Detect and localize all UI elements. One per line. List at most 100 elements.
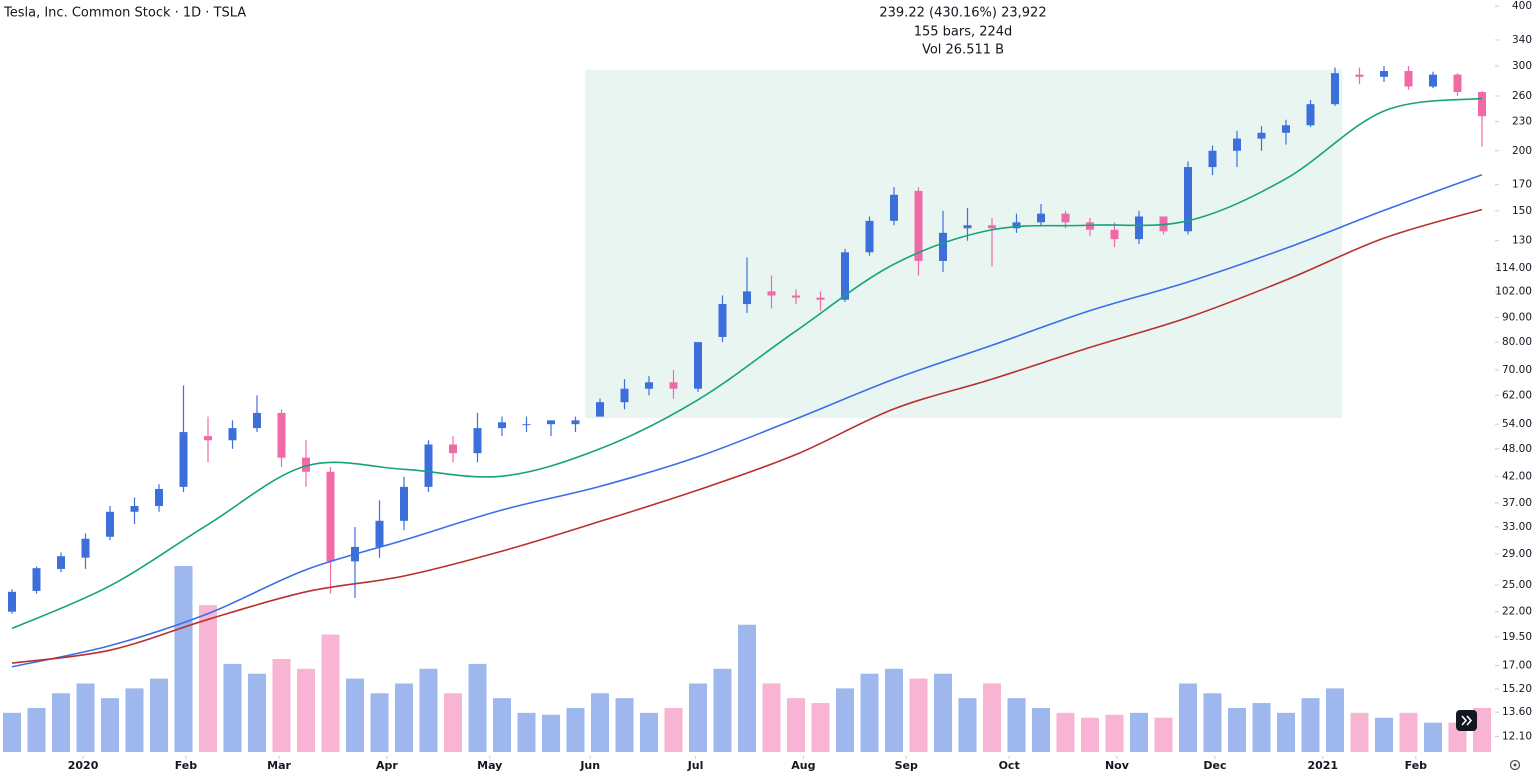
volume-bar	[885, 668, 903, 752]
candle-body	[645, 382, 653, 389]
settings-icon[interactable]	[1509, 759, 1521, 771]
y-tick-label: 230	[1512, 116, 1532, 128]
measure-bars: 155 bars, 224d	[914, 25, 1013, 40]
candle-body	[792, 295, 800, 298]
x-tick-label: Apr	[376, 759, 398, 772]
y-tick-label: 13.60	[1502, 706, 1532, 718]
x-tick-label: 2020	[68, 759, 99, 772]
volume-bar	[1105, 714, 1124, 752]
y-tick-label: 400	[1512, 0, 1532, 12]
volume-bar	[27, 707, 46, 752]
volume-bar	[787, 698, 805, 752]
candle-body	[1257, 132, 1266, 139]
volume-bar	[836, 688, 854, 752]
candle-body	[1061, 213, 1070, 223]
x-tick-label: Jul	[687, 759, 704, 772]
candle-body	[204, 436, 212, 441]
candle-body	[939, 232, 947, 261]
volume-bar	[664, 707, 683, 752]
candle-body	[32, 568, 41, 591]
y-tick-label: 33.00	[1502, 521, 1532, 533]
volume-bar	[517, 712, 536, 752]
volume-bar	[738, 624, 756, 752]
chart-title: Tesla, Inc. Common Stock · 1D · TSLA	[3, 6, 246, 21]
volume-bar	[1252, 703, 1271, 752]
volume-bar	[125, 688, 144, 752]
candle-body	[1012, 222, 1021, 229]
x-tick-label: Nov	[1105, 759, 1130, 772]
x-tick-label: Sep	[895, 759, 918, 772]
scroll-button[interactable]	[1456, 710, 1477, 731]
volume-bar	[297, 668, 315, 752]
volume-bar	[395, 683, 413, 752]
marks-layer	[8, 66, 1486, 668]
volume-bar	[370, 693, 389, 752]
volume-bar	[1179, 683, 1197, 752]
volume-bar	[444, 693, 462, 752]
candle-body	[694, 342, 702, 389]
candle-body	[988, 225, 996, 229]
moving-average	[11, 208, 1483, 664]
volume-bar	[199, 605, 217, 752]
candle-body	[277, 412, 286, 458]
candle-body	[179, 432, 188, 487]
y-tick-label: 19.50	[1502, 631, 1532, 643]
moving-average	[11, 174, 1483, 668]
measure-volume: Vol 26.511 B	[922, 43, 1004, 58]
volume-bar	[321, 634, 340, 752]
volume-bar	[1424, 722, 1442, 752]
y-tick-label: 170	[1512, 179, 1532, 191]
x-tick-label: Aug	[791, 759, 815, 772]
volume-bar	[223, 663, 242, 752]
volume-bar	[1375, 717, 1393, 752]
x-tick-label: Dec	[1203, 759, 1226, 772]
y-tick-label: 54.00	[1502, 418, 1532, 430]
candle-body	[841, 252, 849, 300]
candle-body	[1331, 73, 1339, 105]
y-tick-label: 300	[1512, 60, 1532, 72]
volume-bar	[101, 698, 119, 752]
candle-body	[424, 444, 433, 487]
candle-body	[1380, 71, 1388, 77]
y-tick-label: 260	[1512, 90, 1532, 102]
candle-body	[669, 382, 678, 389]
volume-bar	[1130, 712, 1148, 752]
candle-body	[326, 471, 335, 562]
candle-body	[620, 388, 629, 403]
candle-body	[375, 520, 384, 547]
volume-bar	[1228, 707, 1246, 752]
volume-bar	[542, 714, 560, 752]
volume-bar	[52, 693, 70, 752]
price-axis-bg	[1495, 0, 1536, 773]
y-tick-label: 90.00	[1502, 312, 1532, 324]
y-tick-label: 12.10	[1502, 731, 1532, 743]
y-tick-label: 150	[1512, 205, 1532, 217]
volume-bar	[1301, 698, 1320, 752]
candle-body	[302, 457, 310, 472]
candle-body	[865, 220, 874, 253]
volume-bar	[1203, 693, 1222, 752]
volume-bar	[1350, 712, 1369, 752]
candle-body	[449, 444, 457, 454]
volume-bar	[1007, 698, 1026, 752]
measure-change: 239.22 (430.16%) 23,922	[879, 6, 1046, 21]
candle-body	[1282, 125, 1290, 133]
candle-body	[1478, 92, 1486, 117]
volume-bar	[713, 668, 732, 752]
range-box	[585, 69, 1343, 419]
candle-body	[498, 422, 506, 429]
candle-body	[1233, 138, 1241, 151]
candle-body	[106, 511, 114, 537]
moving-average	[11, 97, 1483, 630]
time-axis-bg	[0, 756, 1495, 773]
y-tick-label: 29.00	[1502, 548, 1532, 560]
volume-bar	[468, 663, 487, 752]
y-tick-label: 80.00	[1502, 336, 1532, 348]
y-tick-label: 48.00	[1502, 443, 1532, 455]
x-tick-label: Jun	[579, 759, 600, 772]
volume-bar	[934, 673, 952, 752]
volume-bar	[3, 712, 21, 752]
volume-bar	[1056, 712, 1075, 752]
candle-body	[81, 538, 90, 558]
x-tick-label: Feb	[1405, 759, 1428, 772]
